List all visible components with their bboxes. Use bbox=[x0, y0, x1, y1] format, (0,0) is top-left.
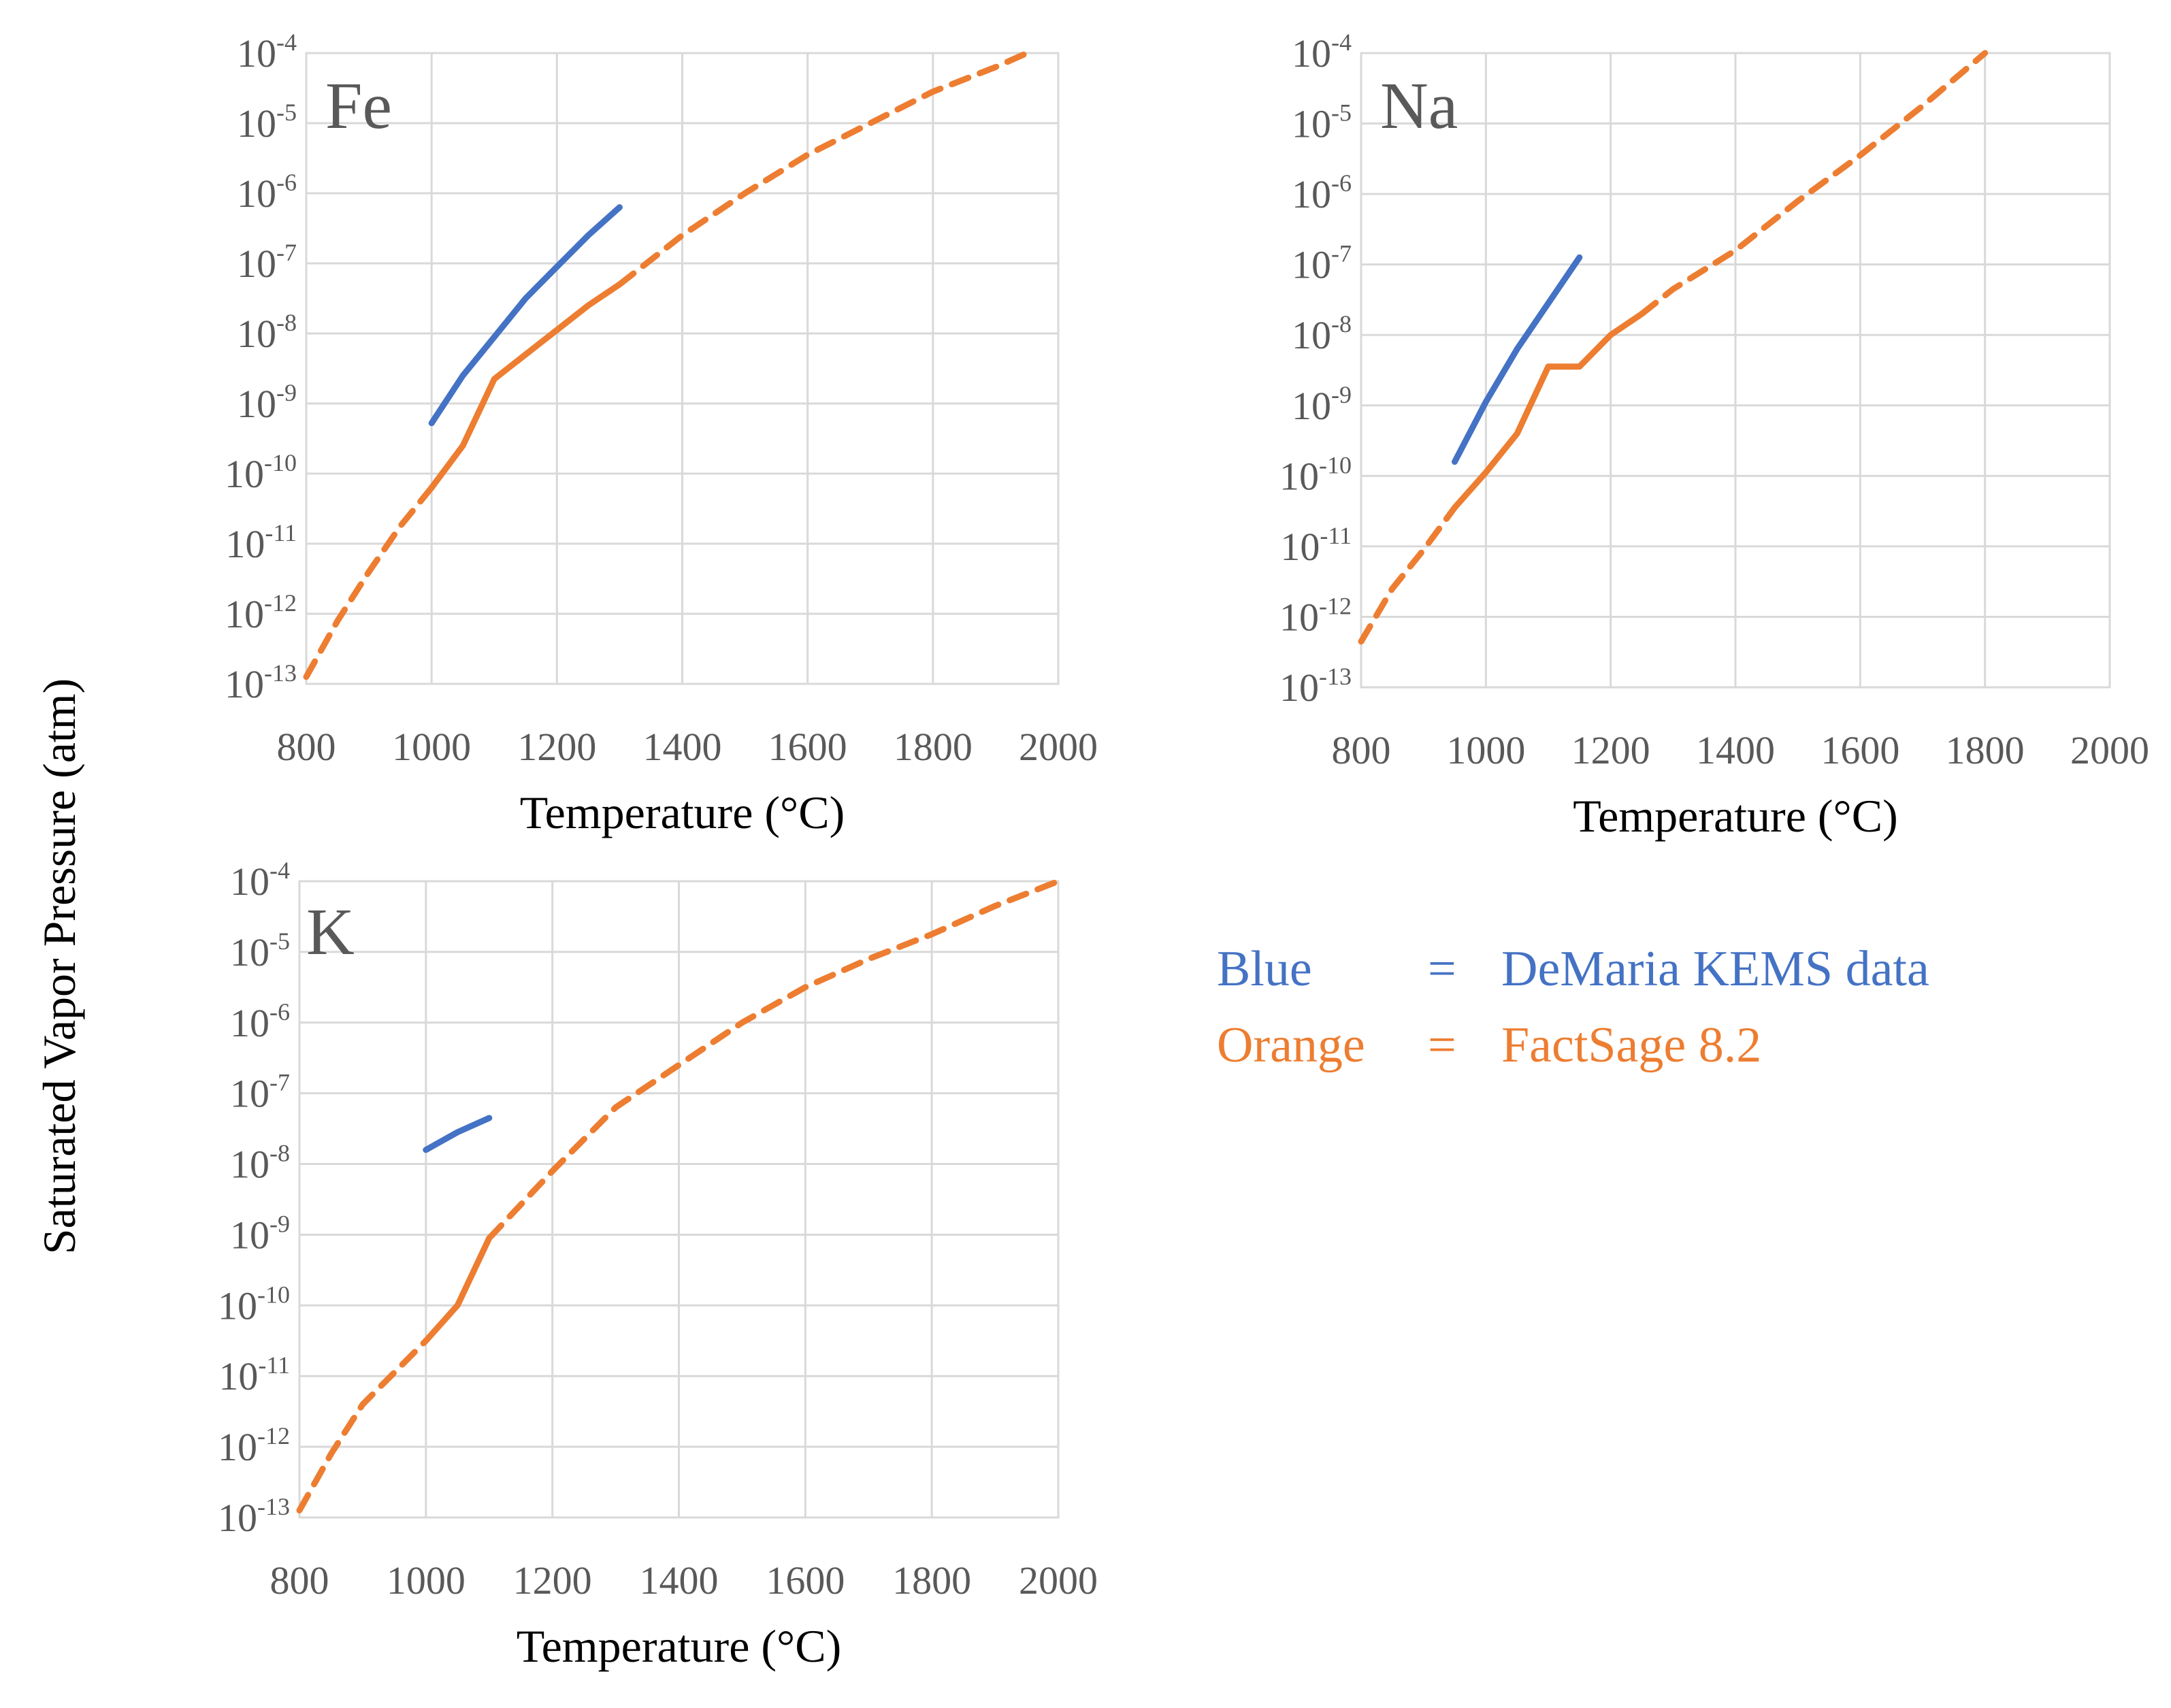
fe-x-tick-label: 1200 bbox=[517, 725, 596, 769]
fe-y-tick-label: 10-9 bbox=[237, 379, 297, 426]
k-y-tick-label: 10-10 bbox=[218, 1281, 290, 1328]
chart-panel-na: 800 1000 1200 1400 1600 1800 2000 10-4 10-5 10-6 1… bbox=[1279, 29, 2149, 842]
na-y-tick-label: 10-10 bbox=[1279, 451, 1352, 498]
na-series-factsage-dashed bbox=[1639, 50, 1989, 317]
na-x-tick-label: 1800 bbox=[1946, 728, 2025, 772]
k-y-tick-label: 10-6 bbox=[230, 998, 290, 1045]
fe-y-tick-label: 10-13 bbox=[225, 659, 297, 706]
fe-y-tick-label: 10-5 bbox=[237, 99, 297, 146]
k-x-tick-label: 1600 bbox=[766, 1558, 845, 1603]
fe-y-tick-label: 10-8 bbox=[237, 309, 297, 356]
legend: Blue = DeMaria KEMS data Orange = FactSa… bbox=[1217, 941, 1929, 1073]
na-series-demaria bbox=[1452, 254, 1583, 465]
k-y-tick-label: 10-13 bbox=[218, 1493, 290, 1540]
k-series-factsage-dashed bbox=[296, 1337, 429, 1514]
fe-y-tick-label: 10-7 bbox=[237, 239, 297, 286]
fe-y-tick-label: 10-11 bbox=[225, 519, 297, 566]
na-y-tick-label: 10-12 bbox=[1279, 592, 1352, 639]
k-plot-frame bbox=[298, 880, 1060, 1519]
na-y-tick-label: 10-11 bbox=[1280, 522, 1352, 569]
na-x-tick-label: 1400 bbox=[1696, 728, 1775, 772]
fe-series-demaria bbox=[428, 204, 623, 427]
na-y-tick-label: 10-13 bbox=[1279, 663, 1352, 710]
na-y-tick-label: 10-4 bbox=[1292, 29, 1352, 76]
y-axis-title: Saturated Vapor Pressure (atm) bbox=[33, 678, 85, 1255]
k-panel-label: K bbox=[306, 896, 355, 969]
k-x-tick-label: 1400 bbox=[640, 1558, 719, 1603]
legend-blue-eq: = bbox=[1428, 941, 1456, 997]
na-x-tick-label: 1000 bbox=[1446, 728, 1525, 772]
na-x-tick-label: 1200 bbox=[1571, 728, 1650, 772]
fe-x-tick-label: 1800 bbox=[894, 725, 973, 769]
fe-series-factsage bbox=[428, 281, 623, 491]
fe-y-tick-label: 10-12 bbox=[225, 589, 297, 636]
na-y-tick-label: 10-6 bbox=[1292, 169, 1352, 216]
fe-panel-label: Fe bbox=[325, 69, 392, 143]
k-y-tick-label: 10-11 bbox=[218, 1351, 290, 1398]
k-x-tick-label: 1000 bbox=[387, 1558, 466, 1603]
na-y-tick-label: 10-5 bbox=[1292, 99, 1352, 146]
k-y-tick-label: 10-12 bbox=[218, 1422, 290, 1469]
na-y-tick-label: 10-8 bbox=[1292, 310, 1352, 357]
fe-y-tick-label: 10-6 bbox=[237, 169, 297, 216]
na-series-factsage bbox=[1452, 310, 1645, 511]
k-x-tick-label: 1800 bbox=[892, 1558, 971, 1603]
na-panel-label: Na bbox=[1380, 69, 1458, 143]
fe-x-tick-label: 1600 bbox=[768, 725, 847, 769]
k-x-tick-label: 800 bbox=[270, 1558, 329, 1603]
na-y-tick-label: 10-7 bbox=[1292, 240, 1352, 287]
fe-series-factsage-dashed bbox=[616, 50, 1030, 288]
k-series-demaria bbox=[423, 1115, 493, 1153]
legend-blue-desc: DeMaria KEMS data bbox=[1501, 941, 1929, 997]
legend-orange-desc: FactSage 8.2 bbox=[1501, 1017, 1761, 1073]
na-series-factsage-dashed bbox=[1358, 504, 1458, 645]
legend-orange-eq: = bbox=[1428, 1017, 1456, 1073]
k-series-factsage-dashed bbox=[486, 878, 1062, 1242]
chart-panel-fe: 800 1000 1200 1400 1600 1800 2000 10-4 10-5 10-6 1… bbox=[225, 29, 1098, 838]
fe-x-tick-label: 800 bbox=[277, 725, 336, 769]
fe-series-factsage-dashed bbox=[303, 485, 435, 680]
fe-plot-frame bbox=[305, 52, 1060, 685]
na-x-tick-label: 1600 bbox=[1821, 728, 1899, 772]
fe-y-tick-label: 10-10 bbox=[225, 449, 297, 496]
fe-y-tick-label: 10-4 bbox=[237, 29, 297, 76]
k-y-tick-label: 10-9 bbox=[230, 1210, 290, 1257]
chart-panel-k: 800 1000 1200 1400 1600 1800 2000 10-4 10-5 10-6 1… bbox=[218, 857, 1098, 1672]
na-plot-frame bbox=[1360, 52, 2111, 689]
fe-x-axis-title: Temperature (°C) bbox=[520, 787, 845, 838]
k-y-tick-label: 10-8 bbox=[230, 1140, 290, 1187]
k-x-tick-label: 2000 bbox=[1019, 1558, 1098, 1603]
k-x-axis-title: Temperature (°C) bbox=[517, 1620, 841, 1672]
fe-x-tick-label: 1400 bbox=[643, 725, 722, 769]
fe-x-tick-label: 1000 bbox=[392, 725, 471, 769]
fe-x-tick-label: 2000 bbox=[1019, 725, 1098, 769]
na-x-tick-label: 800 bbox=[1332, 728, 1391, 772]
k-y-tick-label: 10-7 bbox=[230, 1069, 290, 1116]
na-x-tick-label: 2000 bbox=[2070, 728, 2149, 772]
legend-orange-word: Orange bbox=[1217, 1017, 1365, 1073]
k-series-factsage bbox=[423, 1235, 493, 1344]
k-x-tick-label: 1200 bbox=[513, 1558, 592, 1603]
k-y-tick-label: 10-5 bbox=[230, 927, 290, 974]
na-x-axis-title: Temperature (°C) bbox=[1573, 790, 1897, 842]
legend-blue-word: Blue bbox=[1217, 941, 1312, 997]
na-y-tick-label: 10-9 bbox=[1292, 381, 1352, 428]
k-y-tick-label: 10-4 bbox=[230, 857, 290, 904]
